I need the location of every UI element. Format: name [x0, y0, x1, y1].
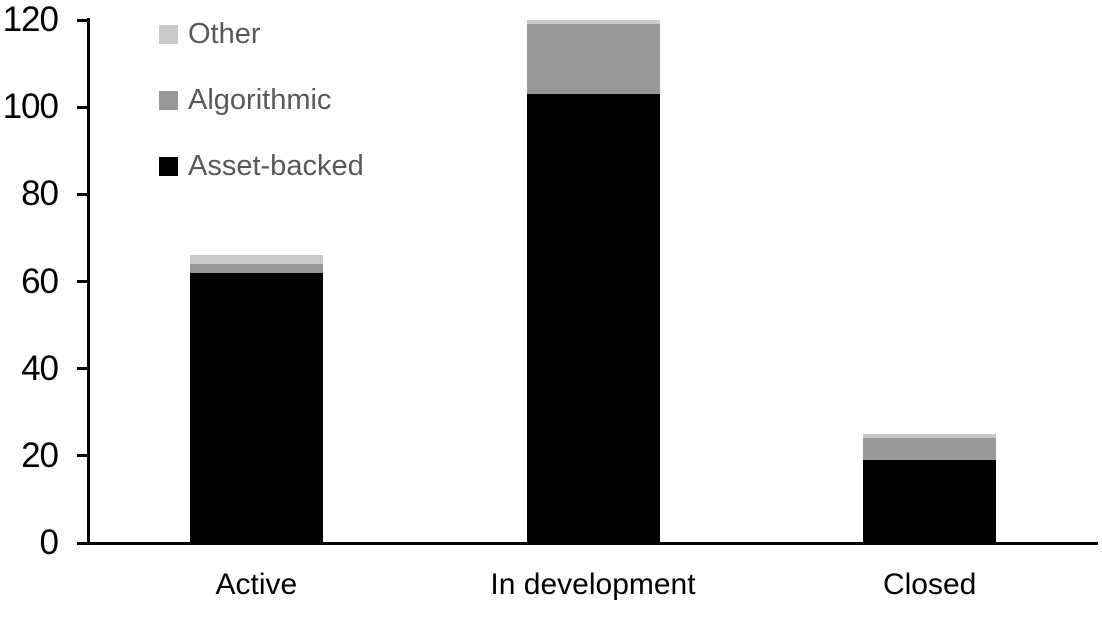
y-tick-label: 20 — [21, 435, 59, 475]
y-tick — [77, 105, 90, 109]
x-category-label: In development — [490, 568, 696, 601]
y-tick — [77, 454, 90, 458]
y-tick — [77, 367, 90, 371]
legend-swatch-other — [159, 24, 178, 44]
y-tick — [77, 541, 90, 545]
x-category-label: Active — [215, 568, 298, 601]
bar-segment-algorithmic — [863, 438, 997, 461]
x-axis-line — [77, 542, 1098, 545]
legend-label: Other — [188, 17, 261, 50]
legend-label: Asset-backed — [188, 149, 364, 182]
bar-segment-algorithmic — [526, 24, 660, 95]
y-tick — [77, 280, 90, 283]
bar-segment-asset-backed — [526, 94, 660, 543]
bar-segment-asset-backed — [863, 460, 997, 543]
y-tick — [77, 192, 90, 196]
x-category-label: Closed — [882, 568, 977, 601]
legend-item-asset-backed: Asset-backed — [159, 150, 364, 182]
legend-swatch-asset-backed — [159, 156, 178, 176]
legend-item-algorithmic: Algorithmic — [159, 84, 364, 116]
y-tick — [77, 18, 90, 22]
y-tick-label: 100 — [2, 87, 59, 127]
legend: Other Algorithmic Asset-backed — [159, 18, 364, 219]
y-tick-label: 0 — [39, 523, 59, 562]
legend-label: Algorithmic — [188, 83, 332, 116]
legend-item-other: Other — [159, 18, 364, 50]
y-tick-label: 40 — [21, 348, 59, 388]
y-tick-label: 80 — [21, 174, 59, 214]
bar-segment-other — [189, 255, 323, 265]
bar-segment-asset-backed — [189, 272, 323, 543]
bar-segment-other — [526, 20, 660, 25]
legend-swatch-algorithmic — [159, 90, 178, 110]
bar-segment-other — [863, 434, 997, 439]
bar-segment-algorithmic — [189, 264, 323, 273]
y-tick-label: 60 — [21, 261, 59, 301]
y-tick-label: 120 — [2, 0, 59, 39]
